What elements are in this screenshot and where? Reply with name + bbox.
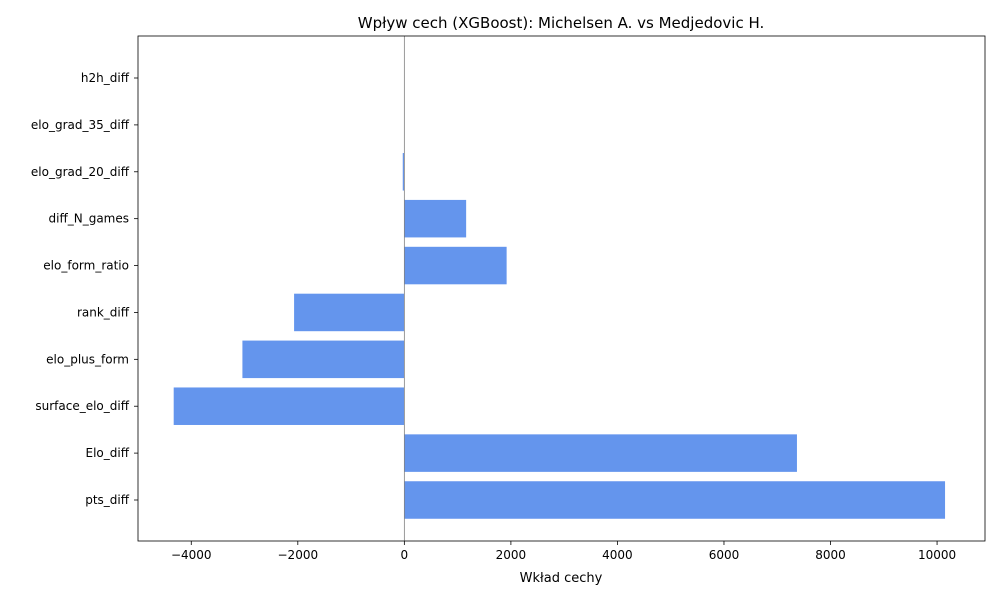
bar-pts_diff	[404, 481, 946, 519]
y-tick-label: elo_plus_form	[46, 352, 129, 366]
y-tick-label: h2h_diff	[81, 71, 130, 85]
bars-group	[173, 153, 946, 519]
x-axis: −4000 −2000 0 2000 4000 6000 8000 10000	[171, 541, 956, 562]
x-tick-label: −4000	[171, 548, 212, 562]
y-tick-label: Elo_diff	[86, 446, 130, 460]
y-tick-label: elo_form_ratio	[43, 259, 129, 273]
y-tick-label: diff_N_games	[49, 212, 130, 226]
y-tick-label: rank_diff	[77, 305, 130, 319]
bar-elo_form_ratio	[404, 246, 507, 285]
bar-elo_plus_form	[242, 340, 405, 379]
x-tick-label: 10000	[918, 548, 956, 562]
x-tick-label: 2000	[496, 548, 527, 562]
bar-elo_grad_20_diff	[402, 153, 405, 191]
axes-frame	[137, 35, 986, 542]
y-tick-label: surface_elo_diff	[35, 399, 129, 413]
x-tick-label: 6000	[709, 548, 740, 562]
bar-Elo_diff	[404, 434, 797, 472]
x-tick-label: 0	[401, 548, 409, 562]
y-tick-label: elo_grad_35_diff	[31, 118, 130, 132]
bar-diff_N_games	[404, 199, 467, 238]
x-tick-label: −2000	[278, 548, 319, 562]
y-tick-label: elo_grad_20_diff	[31, 165, 130, 179]
x-tick-label: 8000	[815, 548, 846, 562]
bar-rank_diff	[294, 293, 405, 332]
y-axis: pts_diff Elo_diff surface_elo_diff elo_plus…	[31, 71, 138, 507]
x-axis-label: Wkład cechy	[520, 571, 603, 586]
y-tick-label: pts_diff	[85, 493, 130, 507]
x-tick-label: 4000	[602, 548, 633, 562]
bar-surface_elo_diff	[173, 387, 405, 425]
chart-title: Wpływ cech (XGBoost): Michelsen A. vs Me…	[358, 14, 765, 32]
